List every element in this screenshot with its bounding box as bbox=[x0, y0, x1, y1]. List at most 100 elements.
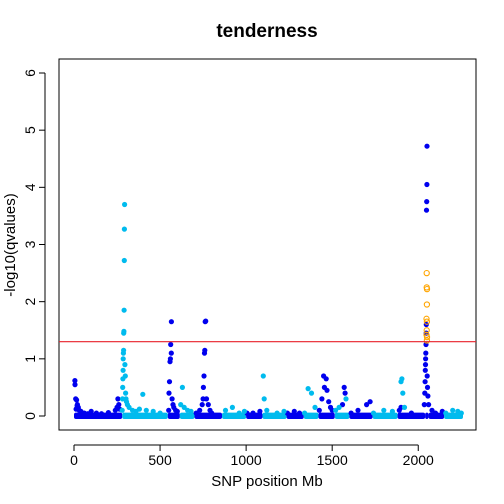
data-point bbox=[205, 402, 211, 408]
data-point bbox=[319, 396, 325, 402]
data-point bbox=[105, 410, 111, 416]
chromosome-band bbox=[167, 412, 180, 419]
data-point bbox=[324, 387, 330, 393]
data-point bbox=[93, 410, 99, 416]
x-axis: 0 500 1000 1500 2000 bbox=[70, 444, 434, 468]
y-tick-label: 1 bbox=[22, 355, 38, 363]
data-point bbox=[73, 406, 79, 412]
data-point bbox=[257, 408, 263, 414]
data-point bbox=[423, 285, 431, 293]
data-point bbox=[122, 201, 128, 208]
chromosome-band bbox=[246, 412, 263, 419]
data-point bbox=[122, 373, 128, 379]
data-point bbox=[326, 399, 332, 405]
data-point bbox=[260, 373, 266, 379]
data-point bbox=[143, 407, 149, 413]
chart-title: tenderness bbox=[216, 21, 317, 42]
data-point bbox=[308, 390, 315, 396]
data-point bbox=[181, 404, 187, 410]
data-point bbox=[250, 410, 256, 416]
data-point bbox=[166, 390, 172, 396]
x-tick-label: 1500 bbox=[317, 452, 348, 468]
data-point bbox=[88, 408, 94, 414]
data-point bbox=[174, 408, 180, 414]
data-point bbox=[178, 402, 184, 408]
x-tick-label: 0 bbox=[70, 452, 78, 468]
data-point bbox=[348, 410, 354, 416]
data-point bbox=[408, 410, 414, 416]
data-point bbox=[423, 269, 430, 277]
data-point bbox=[122, 362, 128, 368]
data-point bbox=[389, 408, 395, 414]
chromosome-band bbox=[318, 412, 335, 419]
data-point bbox=[222, 407, 229, 413]
y-tick-label: 5 bbox=[22, 126, 38, 134]
data-point bbox=[422, 362, 429, 368]
chromosome-band bbox=[397, 412, 426, 419]
data-point bbox=[421, 402, 427, 408]
data-point bbox=[423, 301, 431, 308]
data-point bbox=[443, 410, 449, 416]
data-point bbox=[423, 356, 429, 362]
data-point bbox=[381, 407, 387, 413]
chromosome-band bbox=[122, 412, 168, 419]
data-point bbox=[274, 410, 280, 416]
data-point bbox=[168, 319, 174, 325]
chromosome-band bbox=[262, 412, 287, 419]
data-point bbox=[157, 410, 163, 416]
data-point bbox=[98, 411, 105, 417]
data-point bbox=[370, 410, 377, 416]
x-tick-label: 2000 bbox=[403, 452, 434, 468]
y-tick-label: 4 bbox=[22, 183, 38, 191]
data-point bbox=[209, 410, 215, 416]
y-tick-label: 6 bbox=[22, 69, 38, 77]
data-point bbox=[166, 379, 173, 385]
data-point bbox=[423, 207, 430, 213]
data-points bbox=[72, 143, 464, 417]
data-point bbox=[121, 328, 127, 334]
data-point bbox=[202, 347, 208, 353]
data-point bbox=[424, 143, 430, 149]
data-point bbox=[140, 391, 146, 397]
chromosome-band bbox=[303, 412, 319, 419]
data-point bbox=[432, 410, 439, 416]
data-point bbox=[188, 408, 194, 414]
y-axis: 0 1 2 3 4 5 6 bbox=[22, 69, 46, 420]
data-point bbox=[296, 410, 303, 416]
data-point bbox=[150, 408, 156, 414]
data-point bbox=[291, 408, 297, 414]
data-point bbox=[423, 337, 431, 344]
data-point bbox=[422, 367, 428, 373]
data-point bbox=[281, 408, 287, 414]
y-tick-label: 3 bbox=[22, 240, 38, 248]
data-point bbox=[193, 410, 199, 416]
data-point bbox=[302, 410, 308, 416]
data-point bbox=[203, 396, 210, 402]
chromosome-band bbox=[425, 412, 429, 419]
data-point bbox=[74, 397, 80, 403]
x-axis-label: SNP position Mb bbox=[211, 473, 322, 490]
data-point bbox=[333, 407, 339, 413]
data-point bbox=[343, 396, 349, 402]
data-point bbox=[241, 408, 247, 414]
data-point bbox=[423, 333, 431, 341]
data-point bbox=[264, 407, 270, 413]
chromosome-bands bbox=[74, 412, 463, 419]
data-point bbox=[168, 350, 174, 356]
data-point bbox=[423, 315, 430, 322]
data-point bbox=[423, 350, 429, 356]
chromosome-band bbox=[372, 412, 398, 419]
data-point bbox=[115, 396, 121, 402]
data-point bbox=[121, 307, 127, 313]
data-point bbox=[201, 373, 207, 379]
data-point bbox=[200, 384, 206, 390]
data-point bbox=[203, 318, 209, 324]
chromosome-band bbox=[444, 412, 463, 419]
data-point bbox=[423, 318, 431, 325]
data-point bbox=[424, 373, 430, 379]
data-point bbox=[179, 384, 185, 390]
data-point bbox=[305, 386, 311, 392]
data-point bbox=[126, 404, 132, 410]
data-point bbox=[121, 347, 127, 353]
